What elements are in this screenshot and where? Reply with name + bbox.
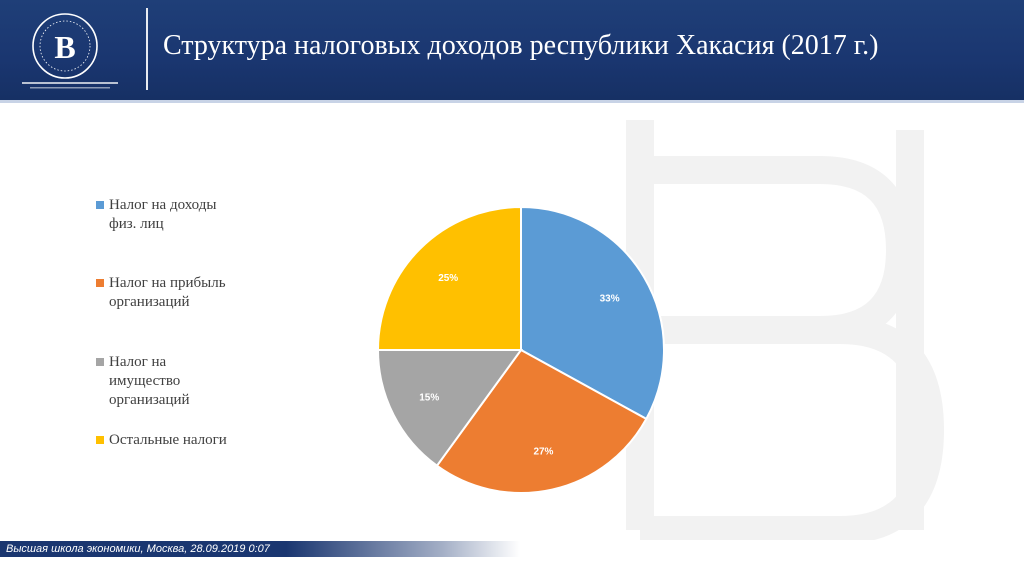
slide-title: Структура налоговых доходов республики Х… [163,30,879,61]
legend-item-property-tax: Налог на имущество организаций [96,353,190,410]
legend-item-other-taxes: Остальные налоги [96,431,227,450]
legend-item-income-tax: Налог на доходы физ. лиц [96,196,216,234]
legend-label-line: физ. лиц [109,216,164,232]
slide-header: В Структура налоговых доходов республики… [0,0,1024,103]
legend-label-line: Налог на прибыль [109,275,226,291]
watermark-logo [626,120,945,540]
legend-label-line: имущество [109,373,181,389]
legend-swatch [96,201,104,209]
legend-label-line: организаций [109,392,190,408]
pie-data-label: 27% [533,446,553,457]
legend-label-line: Остальные налоги [109,432,227,448]
header-divider [146,8,148,90]
legend-label-line: Налог на [109,354,167,370]
pie-data-label: 15% [419,393,439,404]
footer-text: Высшая школа экономики, Москва, 28.09.20… [6,543,270,555]
legend-label-line: Налог на доходы [109,197,217,213]
legend-swatch [96,358,104,366]
pie-slice-profit-tax [435,348,648,494]
legend-label: Остальные налоги [109,431,227,450]
legend-label: Налог на имущество организаций [109,353,190,410]
university-logo: В [22,13,118,89]
svg-text:В: В [54,29,75,65]
legend-item-profit-tax: Налог на прибыль организаций [96,274,226,312]
legend-swatch [96,436,104,444]
legend-swatch [96,279,104,287]
pie-data-label: 25% [438,273,458,284]
pie-slice-other-taxes [376,205,522,351]
pie-slice-income-tax [520,205,665,421]
legend-label: Налог на доходы физ. лиц [109,196,216,234]
legend-label: Налог на прибыль организаций [109,274,226,312]
pie-slice-property-tax [376,349,523,468]
legend-label-line: организаций [109,294,190,310]
pie-chart: 33% 27% 15% 25% [376,205,665,494]
pie-data-label: 33% [600,294,620,305]
slide-footer: Высшая школа экономики, Москва, 28.09.20… [0,541,520,557]
